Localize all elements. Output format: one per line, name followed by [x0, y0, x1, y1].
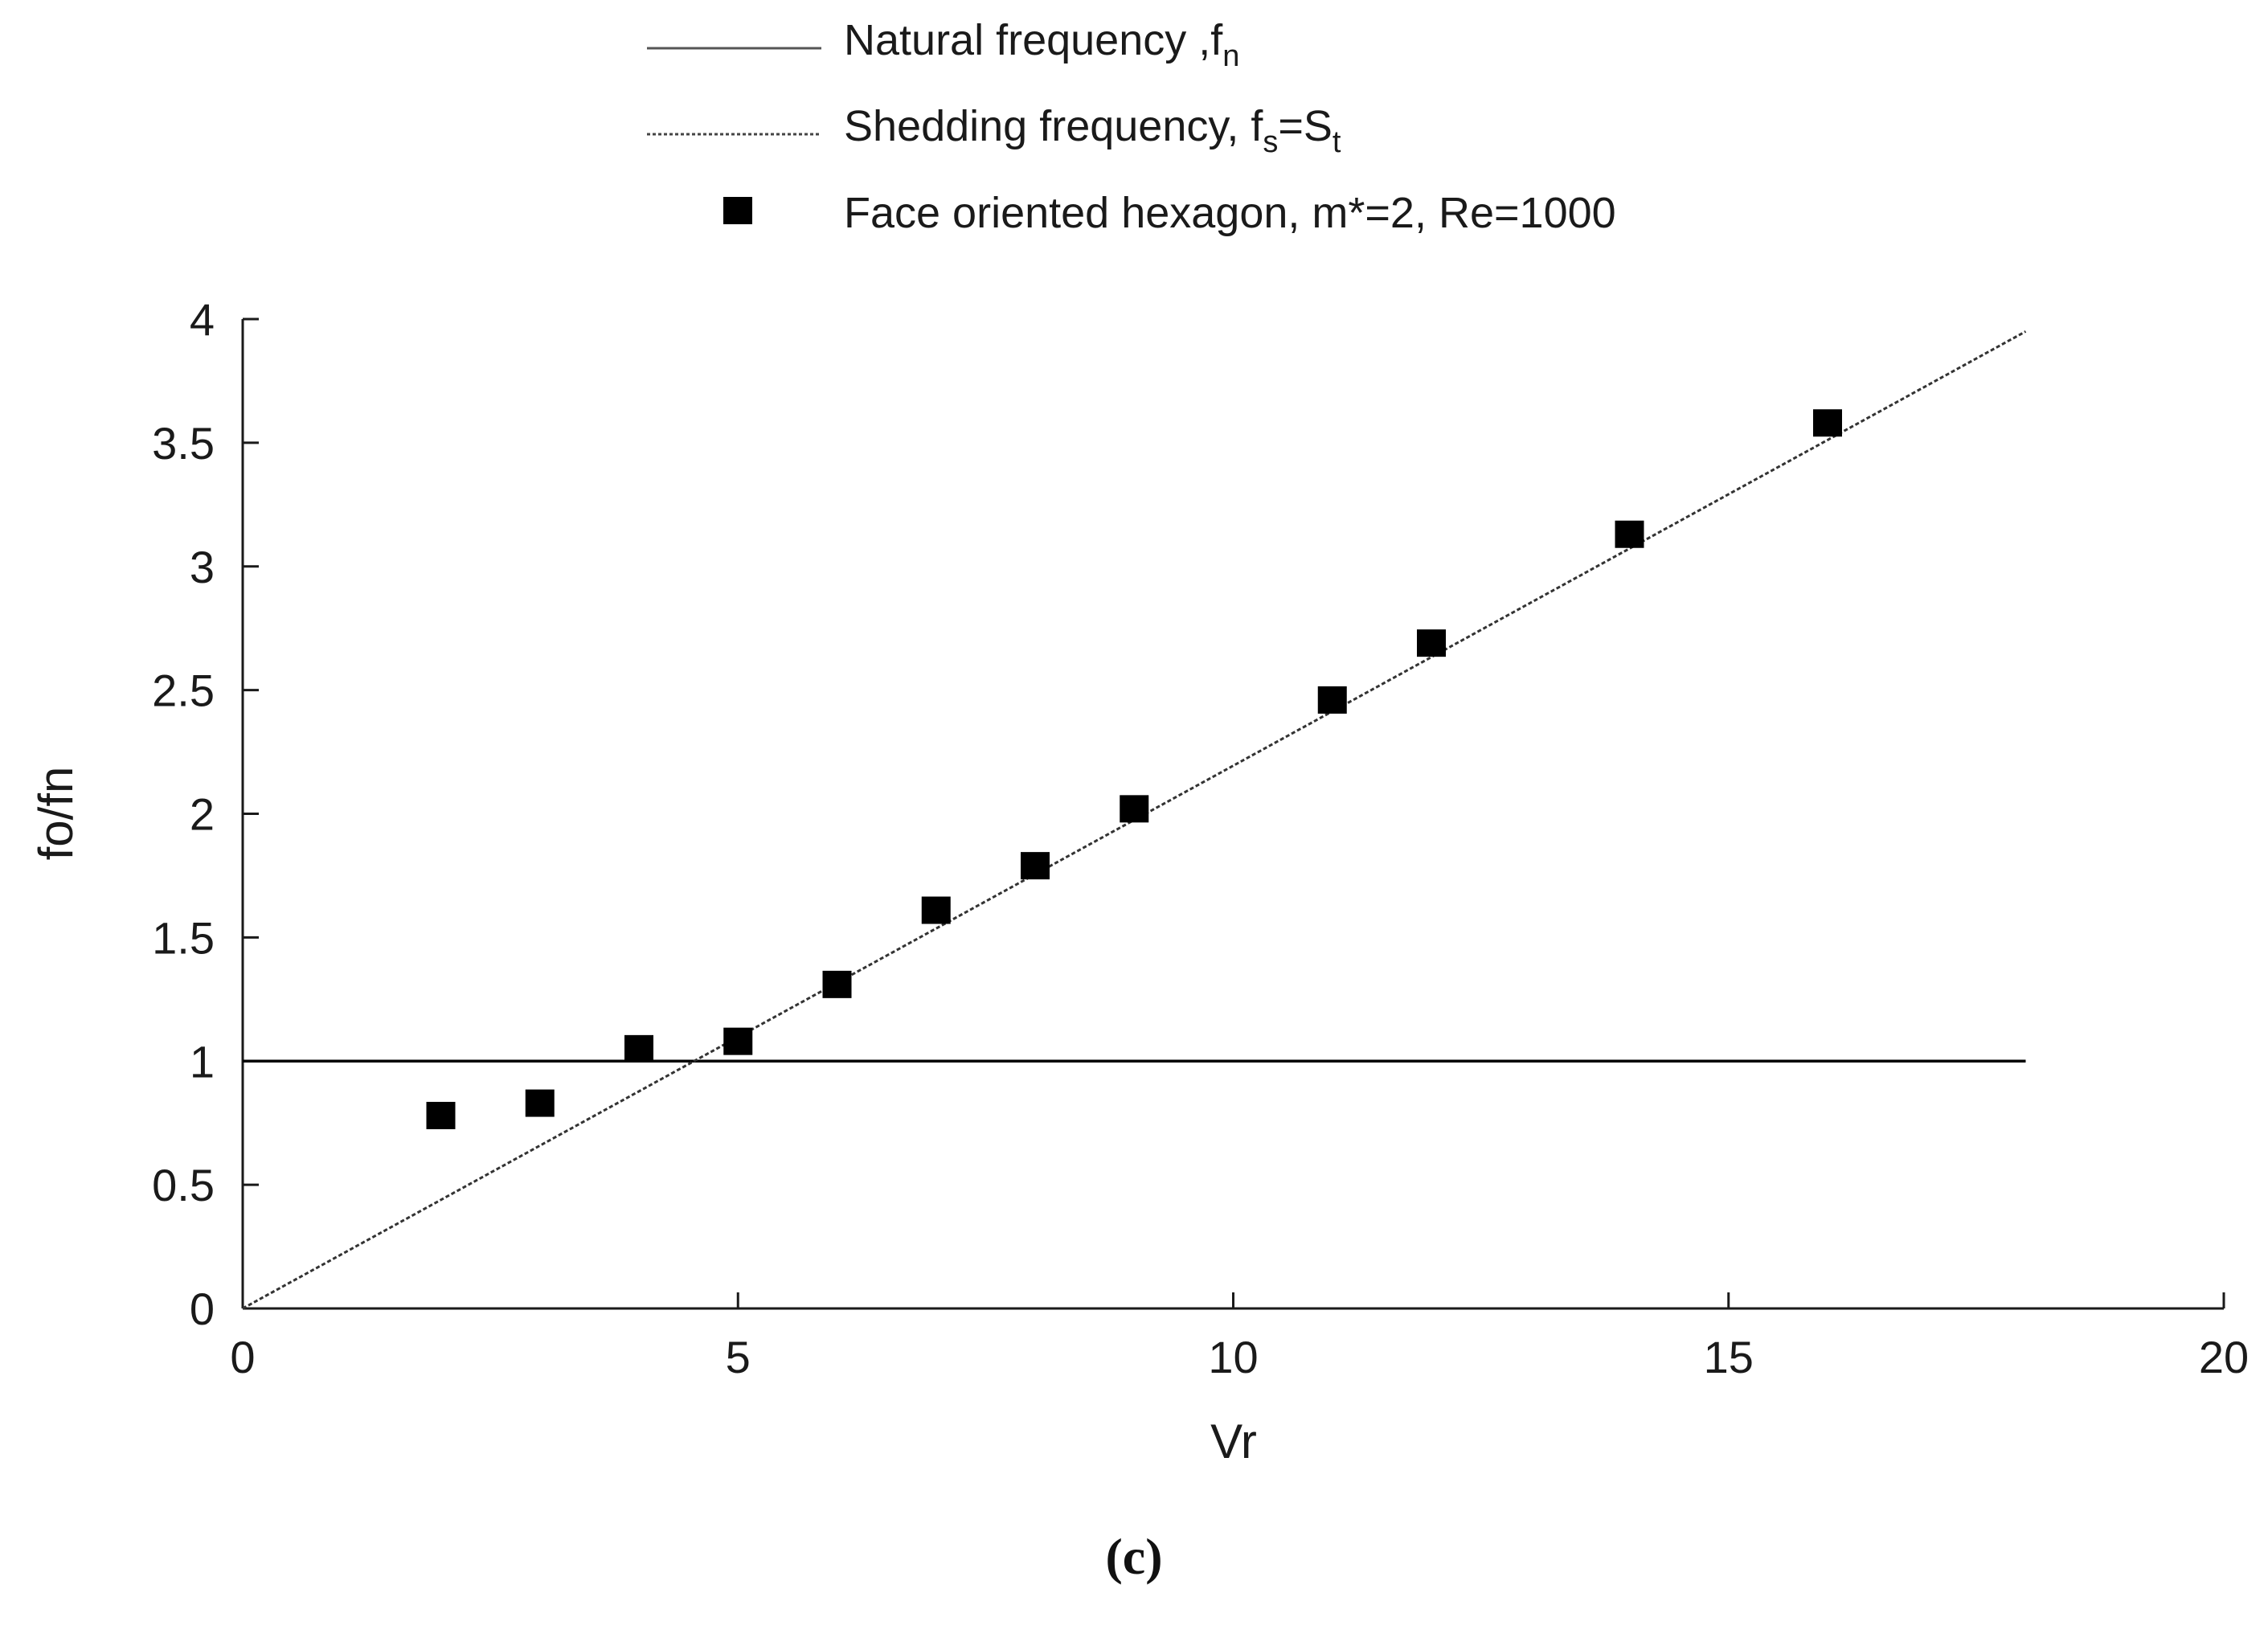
data-point [1813, 409, 1842, 437]
x-tick-label: 15 [1704, 1332, 1754, 1382]
y-axis-label: fo/fn [29, 767, 83, 861]
x-axis-label: Vr [1210, 1415, 1257, 1468]
legend-hexagon-label: Face oriented hexagon, m*=2, Re=1000 [844, 189, 1616, 237]
y-tick-label: 1 [190, 1036, 215, 1087]
data-point [1021, 852, 1050, 880]
figure-caption: (c) [1105, 1528, 1162, 1585]
data-point [1615, 520, 1644, 548]
data-point [723, 1027, 753, 1055]
y-tick-label: 4 [190, 294, 215, 345]
x-tick-label: 0 [230, 1332, 255, 1382]
data-point [1417, 629, 1446, 657]
legend-hexagon-marker [723, 197, 752, 224]
legend-shedding-frequency-label: Shedding frequency, fs=St [844, 102, 1341, 159]
y-tick-label: 3 [190, 542, 215, 592]
data-point [1120, 795, 1149, 823]
data-point [525, 1089, 555, 1117]
data-point [921, 896, 951, 924]
y-tick-label: 0 [190, 1284, 215, 1334]
x-tick-label: 10 [1208, 1332, 1258, 1382]
plot-points [426, 409, 1842, 1129]
axes: 0 0.5 1 1.5 2 2.5 3 3.5 4 0 5 10 15 20 [152, 294, 2249, 1382]
data-point [822, 970, 852, 998]
y-tick-label: 3.5 [152, 418, 215, 469]
y-tick-label: 0.5 [152, 1160, 215, 1210]
data-point [426, 1101, 456, 1129]
y-ticks: 0 0.5 1 1.5 2 2.5 3 3.5 4 [152, 294, 259, 1334]
x-tick-label: 20 [2199, 1332, 2249, 1382]
y-tick-label: 1.5 [152, 912, 215, 963]
x-tick-label: 5 [726, 1332, 751, 1382]
data-point [624, 1034, 653, 1063]
y-tick-label: 2 [190, 789, 215, 840]
legend-natural-frequency-label: Natural frequency ,fn [844, 16, 1239, 73]
y-tick-label: 2.5 [152, 665, 215, 716]
legend: Natural frequency ,fn Shedding frequency… [647, 16, 1616, 237]
x-ticks: 0 5 10 15 20 [230, 1292, 2249, 1382]
data-point [1317, 686, 1347, 714]
